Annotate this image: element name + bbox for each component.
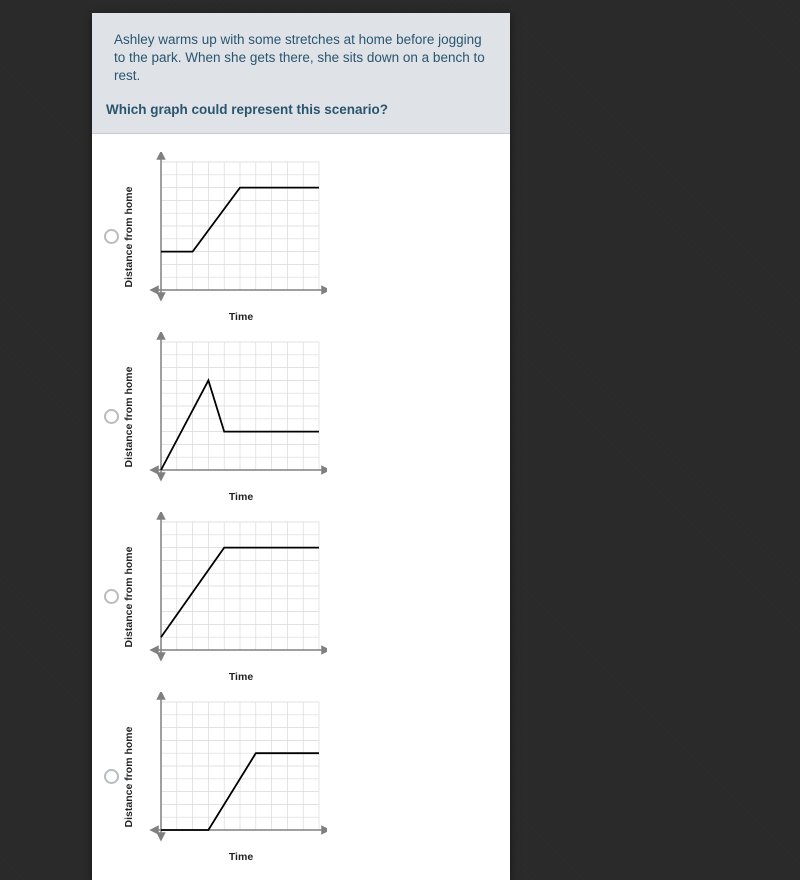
radio-button[interactable]	[104, 589, 119, 604]
radio-button[interactable]	[104, 409, 119, 424]
chart-plot	[147, 332, 331, 484]
option-row[interactable]: Distance from home Time	[104, 692, 498, 862]
question-text: Which graph could represent this scenari…	[106, 102, 488, 117]
y-axis-label: Distance from home	[123, 186, 135, 287]
graph-c: Distance from homeTime	[131, 512, 331, 682]
option-row[interactable]: Distance from home Time	[104, 512, 498, 682]
x-axis-label: Time	[229, 851, 253, 863]
graph-b: Distance from homeTime	[131, 332, 331, 502]
y-axis-label: Distance from home	[123, 726, 135, 827]
radio-button[interactable]	[104, 229, 119, 244]
graph-d: Distance from homeTime	[131, 692, 331, 862]
scenario-text: Ashley warms up with some stretches at h…	[114, 31, 488, 86]
x-axis-label: Time	[229, 491, 253, 503]
x-axis-label: Time	[229, 311, 253, 323]
question-header: Ashley warms up with some stretches at h…	[92, 13, 510, 134]
chart-plot	[147, 152, 331, 304]
y-axis-label: Distance from home	[123, 366, 135, 467]
graph-a: Distance from homeTime	[131, 152, 331, 322]
chart-plot	[147, 512, 331, 664]
question-panel: Ashley warms up with some stretches at h…	[92, 13, 510, 880]
x-axis-label: Time	[229, 671, 253, 683]
option-row[interactable]: Distance from home Time	[104, 152, 498, 322]
options-container: Distance from home Time Distance from home…	[92, 134, 510, 880]
radio-button[interactable]	[104, 769, 119, 784]
y-axis-label: Distance from home	[123, 546, 135, 647]
option-row[interactable]: Distance from home Time	[104, 332, 498, 502]
chart-plot	[147, 692, 331, 844]
